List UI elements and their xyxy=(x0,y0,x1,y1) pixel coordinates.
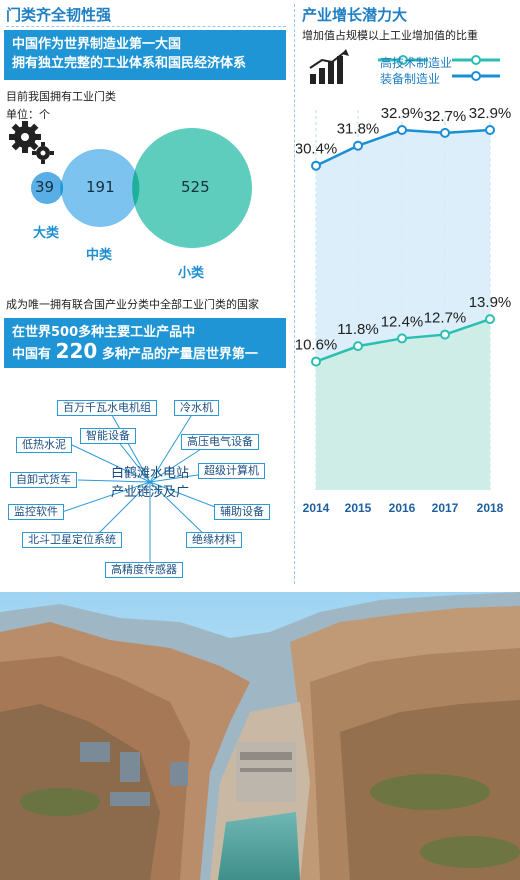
intro-text: 目前我国拥有工业门类 xyxy=(6,90,116,103)
chain-item-low-heat-cement: 低热水泥 xyxy=(16,437,72,453)
unique-country-note: 成为唯一拥有联合国产业分类中全部工业门类的国家 xyxy=(6,298,259,311)
x-tick-label-2016: 2016 xyxy=(389,501,416,515)
data-label-hightech-2018: 13.9% xyxy=(469,294,512,311)
data-label-hightech-2014: 10.6% xyxy=(296,337,337,354)
chain-item-smart-equipment: 智能设备 xyxy=(80,428,136,444)
chain-item-insulation-material: 绝缘材料 xyxy=(186,532,242,548)
data-label-hightech-2017: 12.7% xyxy=(424,310,467,327)
data-point-hightech-2014 xyxy=(311,356,321,367)
venn-circle-mid xyxy=(61,149,139,227)
baihetan-dam-photo xyxy=(0,592,520,880)
series-area-hightech xyxy=(316,319,490,490)
left-title-divider xyxy=(6,26,286,27)
chain-item-auxiliary-equipment: 辅助设备 xyxy=(214,504,270,520)
data-point-hightech-2015 xyxy=(353,341,363,352)
products-banner: 在世界500多种主要工业产品中 中国有 220 多种产品的产量居世界第一 xyxy=(4,318,286,368)
banner2-prefix: 中国有 xyxy=(12,347,52,362)
categories-venn xyxy=(9,121,252,248)
data-point-hightech-2018 xyxy=(485,314,495,325)
venn-circle-large xyxy=(132,128,252,248)
data-label-hightech-2016: 12.4% xyxy=(381,313,424,330)
data-point-equipment-2018 xyxy=(485,125,495,135)
legend-marker-hightech xyxy=(452,55,500,65)
chain-center-line1: 白鹤滩水电站 xyxy=(110,466,189,481)
chart-subtitle: 增加值占规模以上工业增加值的比重 xyxy=(302,29,478,42)
data-label-equipment-2018: 32.9% xyxy=(469,105,512,122)
venn-value-small: 39 xyxy=(35,178,55,196)
chain-item-hydro-turbine: 百万千瓦水电机组 xyxy=(57,400,157,416)
right-section-title: 产业增长潜力大 xyxy=(302,6,408,24)
chain-item-beidou-positioning: 北斗卫星定位系统 xyxy=(22,532,122,548)
x-tick-label-2017: 2017 xyxy=(432,501,459,515)
industry-chain-diagram: 百万千瓦水电机组 冷水机 智能设备 低热水泥 高压电气设备 超级计算机 自卸式货… xyxy=(0,390,292,590)
manufacturing-banner: 中国作为世界制造业第一大国 拥有独立完整的工业体系和国民经济体系 xyxy=(4,30,286,80)
chain-item-supercomputer: 超级计算机 xyxy=(198,463,265,479)
category-label-small-class: 小类 xyxy=(178,266,205,281)
x-tick-label-2015: 2015 xyxy=(345,501,372,515)
category-label-mid-class: 中类 xyxy=(86,248,113,263)
chain-item-high-voltage-equipment: 高压电气设备 xyxy=(181,434,259,450)
x-tick-label-2018: 2018 xyxy=(477,501,504,515)
chain-item-precision-sensor: 高精度传感器 xyxy=(105,562,183,578)
chain-item-chiller: 冷水机 xyxy=(174,400,219,416)
legend-label-equipment: 装备制造业 xyxy=(380,72,441,86)
growth-chart-icon xyxy=(309,49,349,84)
x-tick-label-2014: 2014 xyxy=(303,501,330,515)
data-point-equipment-2014 xyxy=(311,160,321,171)
banner1-line1: 中国作为世界制造业第一大国 xyxy=(12,37,182,52)
data-label-equipment-2015: 31.8% xyxy=(337,121,380,138)
venn-value-large: 525 xyxy=(181,178,210,196)
banner2-line1: 在世界500多种主要工业产品中 xyxy=(12,325,196,340)
legend-label-hightech: 高技术制造业 xyxy=(380,56,453,70)
venn-value-mid: 191 xyxy=(86,178,115,196)
left-section-title: 门类齐全韧性强 xyxy=(6,6,112,24)
banner2-number: 220 xyxy=(55,339,98,363)
unit-text: 单位：个 xyxy=(6,108,50,121)
data-point-equipment-2017 xyxy=(440,127,450,138)
banner1-line2: 拥有独立完整的工业体系和国民经济体系 xyxy=(12,56,247,71)
banner2-suffix: 多种产品的产量居世界第一 xyxy=(101,347,258,362)
chain-center-line2: 产业链涉及广 xyxy=(110,485,189,500)
data-point-equipment-2016 xyxy=(397,125,407,135)
data-point-equipment-2015 xyxy=(353,140,363,151)
data-label-equipment-2014: 30.4% xyxy=(296,141,337,158)
venn-circle-small xyxy=(31,172,63,204)
data-label-equipment-2017: 32.7% xyxy=(424,108,467,125)
data-label-hightech-2015: 11.8% xyxy=(337,321,378,338)
data-label-equipment-2016: 32.9% xyxy=(381,105,424,122)
legend-marker-equipment xyxy=(452,71,500,81)
chain-item-monitoring-software: 监控软件 xyxy=(8,504,64,520)
gears-icon xyxy=(9,121,54,164)
growth-line-chart: 30.4%31.8%32.9% 32.7% 32.9%10.6%11.8% 12.4%… xyxy=(296,105,512,515)
section-divider xyxy=(294,4,295,584)
category-label-large-class: 大类 xyxy=(33,226,60,241)
chain-item-dump-truck: 自卸式货车 xyxy=(10,472,77,488)
chain-center-label: 白鹤滩水电站 产业链涉及广 xyxy=(96,464,204,502)
data-point-hightech-2017 xyxy=(440,329,450,340)
data-point-hightech-2016 xyxy=(397,333,407,344)
banner2-line2: 中国有 220 多种产品的产量居世界第一 xyxy=(12,339,278,364)
legend-swatch-hightech xyxy=(378,55,428,65)
